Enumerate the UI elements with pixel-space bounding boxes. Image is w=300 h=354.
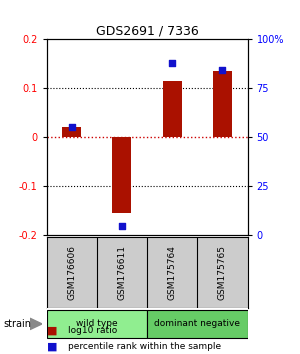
Title: GDS2691 / 7336: GDS2691 / 7336 [96, 25, 198, 38]
Bar [147, 309, 248, 338]
Text: wild type: wild type [76, 319, 118, 328]
Bar [112, 137, 131, 213]
Bar [213, 71, 232, 137]
Polygon shape [30, 318, 42, 330]
Bar [163, 81, 182, 137]
Text: GSM176606: GSM176606 [67, 245, 76, 300]
Text: GSM175765: GSM175765 [218, 245, 227, 300]
Text: percentile rank within the sample: percentile rank within the sample [68, 342, 220, 352]
Text: ■: ■ [46, 326, 57, 336]
Point [119, 223, 124, 228]
Bar [62, 127, 81, 137]
Point [170, 60, 175, 65]
Bar [46, 309, 147, 338]
Point [220, 68, 225, 73]
Text: GSM176611: GSM176611 [117, 245, 126, 300]
Text: ■: ■ [46, 342, 57, 352]
Text: GSM175764: GSM175764 [168, 245, 177, 300]
Text: strain: strain [3, 319, 31, 329]
Text: log10 ratio: log10 ratio [68, 326, 117, 336]
Point [69, 125, 74, 130]
Text: dominant negative: dominant negative [154, 319, 240, 328]
